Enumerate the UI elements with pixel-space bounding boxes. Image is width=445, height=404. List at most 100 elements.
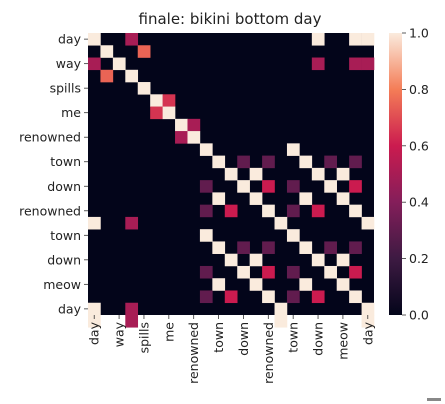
heatmap-cell — [311, 204, 325, 218]
y-tick-label: down — [47, 179, 81, 194]
heatmap-cell — [311, 33, 325, 46]
heatmap-cell — [361, 57, 375, 71]
heatmap-cell — [349, 290, 362, 304]
heatmap-cell — [249, 192, 263, 205]
heatmap-cell — [125, 33, 139, 46]
heatmap-cell — [137, 82, 151, 95]
heatmap-cell — [112, 57, 126, 71]
heatmap-cell — [262, 241, 275, 254]
heatmap-cell — [299, 192, 313, 205]
heatmap-cell — [88, 33, 101, 46]
heatmap-cell — [349, 265, 362, 279]
y-tick-label: town — [50, 154, 81, 169]
y-tick-label: spills — [50, 81, 81, 96]
heatmap-cell — [237, 180, 250, 193]
x-tick-label: town — [211, 322, 226, 353]
colorbar-tick-label: 0.4 — [409, 195, 429, 210]
heatmap-cell — [125, 69, 139, 83]
heatmap-cell — [324, 241, 337, 254]
colorbar-tick-label: 0.2 — [409, 251, 429, 266]
heatmap-cell — [349, 57, 362, 71]
heatmap-cell — [336, 167, 350, 181]
heatmap-cell — [324, 155, 337, 169]
heatmap-cell — [175, 118, 188, 132]
heatmap-cell — [162, 94, 176, 107]
heatmap-cell — [286, 143, 300, 156]
heatmap-cell — [361, 216, 375, 230]
x-tick-label: spills — [136, 322, 151, 353]
heatmap-cell — [212, 155, 226, 169]
heatmap-cell — [187, 118, 201, 132]
heatmap-cells — [88, 33, 375, 328]
heatmap-cell — [150, 106, 163, 120]
heatmap-cell — [125, 216, 139, 230]
heatmap-cell — [249, 278, 263, 291]
heatmap-cell — [274, 216, 288, 230]
corner-mark — [427, 398, 441, 401]
heatmap-cell — [299, 155, 313, 169]
heatmap-cell — [237, 265, 250, 279]
heatmap-cell — [88, 57, 101, 71]
heatmap-cell — [125, 302, 139, 316]
heatmap-cell — [100, 45, 114, 58]
heatmap-cell — [137, 45, 151, 58]
colorbar — [389, 33, 402, 315]
heatmap-cell — [286, 290, 300, 304]
heatmap-cell — [311, 57, 325, 71]
heatmap-cell — [311, 167, 325, 181]
heatmap-cell — [349, 155, 362, 169]
heatmap-cell — [349, 33, 362, 46]
y-tick-label: town — [50, 228, 81, 243]
heatmap-cell — [224, 253, 238, 267]
colorbar-tick-label: 0.0 — [409, 308, 429, 323]
heatmap-cell — [361, 302, 375, 316]
heatmap-cell — [274, 302, 288, 316]
x-tick-label: renowned — [186, 322, 201, 384]
heatmap-cell — [324, 265, 337, 279]
y-axis-ticks: day way spills me renowned town down renowned to… — [19, 32, 88, 316]
heatmap-cell — [349, 204, 362, 218]
heatmap-cell — [125, 315, 139, 328]
heatmap-cell — [249, 167, 263, 181]
heatmap-cell — [212, 278, 226, 291]
heatmap-cell — [262, 155, 275, 169]
x-tick-label: renowned — [261, 322, 276, 384]
heatmap-cell — [286, 265, 300, 279]
heatmap-cell — [187, 131, 201, 144]
y-tick-label: me — [61, 105, 81, 120]
heatmap-cell — [262, 180, 275, 193]
heatmap-cell — [199, 143, 213, 156]
x-tick-label: day — [87, 321, 102, 345]
x-tick-label: down — [311, 322, 326, 356]
heatmap-cell — [336, 278, 350, 291]
chart-title: finale: bikini bottom day — [139, 10, 322, 28]
y-tick-label: down — [47, 252, 81, 267]
colorbar-ticks: 0.0 0.2 0.4 0.6 0.8 1.0 — [402, 26, 429, 323]
y-tick-label: meow — [43, 277, 81, 292]
y-tick-label: renowned — [19, 130, 81, 145]
heatmap-cell — [299, 241, 313, 254]
heatmap-cell — [199, 229, 213, 242]
heatmap-cell — [88, 216, 101, 230]
x-tick-label: me — [161, 322, 176, 342]
x-axis-ticks: day way spills me renowned town down renowned to… — [87, 315, 375, 384]
heatmap-cell — [199, 265, 213, 279]
heatmap-cell — [262, 290, 275, 304]
heatmap-cell — [262, 265, 275, 279]
heatmap-cell — [199, 290, 213, 304]
heatmap-cell — [349, 180, 362, 193]
heatmap-cell — [324, 180, 337, 193]
heatmap-cell — [262, 204, 275, 218]
heatmap-cell — [336, 253, 350, 267]
y-tick-label: renowned — [19, 203, 81, 218]
heatmap-cell — [199, 180, 213, 193]
heatmap-cell — [224, 167, 238, 181]
heatmap-cell — [212, 241, 226, 254]
heatmap-cell — [150, 94, 163, 107]
heatmap-cell — [88, 315, 101, 328]
heatmap-cell — [175, 131, 188, 144]
x-tick-label: town — [286, 322, 301, 353]
heatmap-cell — [299, 278, 313, 291]
y-tick-label: way — [56, 56, 82, 71]
